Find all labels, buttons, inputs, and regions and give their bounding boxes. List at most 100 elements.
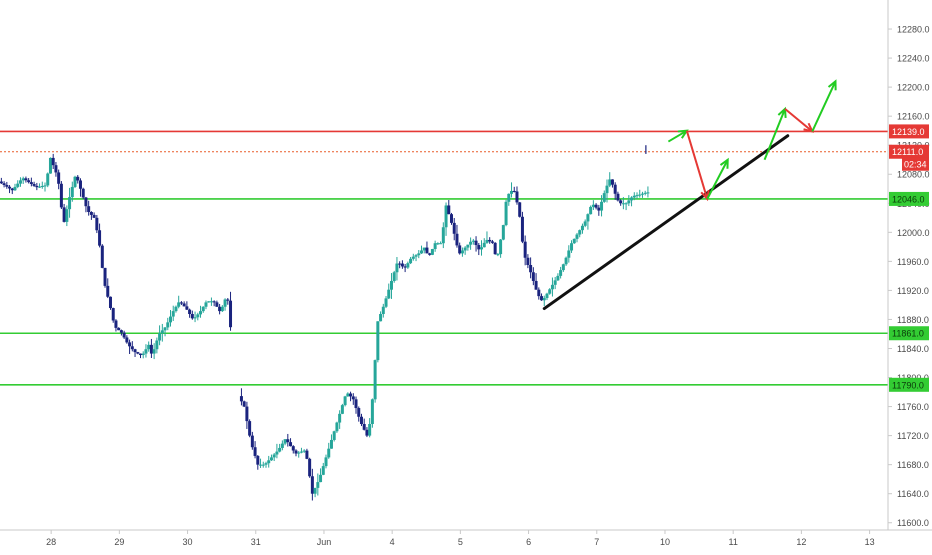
candle-body-204 — [564, 257, 568, 265]
candle-body-49 — [133, 349, 137, 353]
candle-body-138 — [384, 298, 388, 307]
candle-body-213 — [589, 206, 593, 215]
candle-body-42 — [114, 320, 118, 328]
projection-arrow-5 — [811, 79, 837, 132]
candle-body-72 — [196, 314, 200, 318]
candle-body-74 — [201, 306, 205, 312]
candle-body-21 — [57, 172, 61, 184]
time-tick-label-12: 13 — [865, 537, 875, 547]
candle-body-15 — [40, 186, 44, 188]
candle-body-149 — [414, 255, 418, 257]
candle-body-48 — [130, 346, 134, 350]
price-tick-label-2: 12200.0 — [897, 83, 930, 93]
candle-body-112 — [313, 487, 317, 494]
candle-body-229 — [632, 195, 636, 198]
time-tick-label-9: 10 — [660, 537, 670, 547]
time-tick-label-8: 7 — [594, 537, 599, 547]
candle-body-187 — [518, 202, 522, 217]
candle-body-142 — [395, 263, 399, 273]
level-label-1: 12111.0 — [892, 147, 923, 157]
candle-body-107 — [299, 451, 303, 453]
candle-body-139 — [387, 289, 391, 299]
candle-body-71 — [193, 317, 197, 319]
candle-body-199 — [550, 284, 554, 290]
price-tick-label-9: 11920.0 — [897, 286, 929, 296]
projection-arrow-shaft-4 — [784, 108, 813, 133]
time-tick-label-2: 30 — [183, 537, 193, 547]
candle-body-116 — [324, 457, 328, 467]
candle-body-23 — [62, 207, 66, 222]
time-tick-label-7: 6 — [526, 537, 531, 547]
candle-body-170 — [471, 240, 475, 242]
candle-body-20 — [54, 165, 58, 173]
candle-body-47 — [128, 342, 132, 347]
candle-body-70 — [190, 314, 194, 319]
candle-body-133 — [370, 399, 374, 424]
candle-body-191 — [529, 265, 533, 273]
candle-body-226 — [624, 203, 628, 205]
candle-body-58 — [158, 333, 162, 341]
time-tick-label-10: 11 — [729, 537, 738, 547]
candle-body-124 — [346, 393, 350, 397]
candle-body-123 — [343, 396, 347, 406]
price-tick-label-3: 12160.0 — [897, 112, 930, 122]
countdown-bg — [902, 157, 929, 171]
candle-body-114 — [319, 474, 323, 483]
time-tick-label-6: 5 — [458, 537, 463, 547]
candle-body-73 — [199, 311, 203, 315]
candle-body-59 — [160, 330, 164, 334]
candle-body-101 — [283, 439, 287, 444]
candle-body-30 — [81, 188, 85, 198]
candle-body-76 — [207, 301, 211, 303]
candle-body-137 — [381, 306, 385, 315]
candle-body-29 — [78, 180, 82, 189]
level-label-4: 11790.0 — [892, 380, 924, 390]
level-label-2: 12046.0 — [892, 194, 925, 204]
candle-body-205 — [567, 250, 571, 258]
candle-body-106 — [297, 452, 301, 454]
candle-body-218 — [602, 193, 606, 202]
candle-body-84 — [229, 300, 233, 328]
candle-body-221 — [610, 179, 614, 185]
candle-body-182 — [504, 201, 508, 226]
level-label-0: 12139.0 — [892, 127, 925, 137]
time-tick-label-4: Jun — [317, 537, 332, 547]
candle-body-46 — [125, 337, 129, 343]
candle-body-53 — [144, 349, 148, 354]
candle-body-228 — [630, 197, 634, 201]
candle-body-211 — [583, 221, 587, 226]
candle-body-1 — [2, 183, 6, 185]
time-tick-label-5: 4 — [390, 537, 395, 547]
candle-body-94 — [264, 463, 268, 465]
candle-body-155 — [430, 249, 434, 255]
candle-body-127 — [354, 399, 358, 409]
candle-body-222 — [613, 184, 617, 194]
candle-body-28 — [76, 176, 80, 181]
candle-body-141 — [392, 272, 396, 281]
candle-body-131 — [365, 429, 369, 436]
candle-body-126 — [351, 396, 355, 400]
candle-body-169 — [469, 241, 473, 245]
candle-body-18 — [48, 157, 52, 174]
candle-body-146 — [406, 263, 410, 268]
candle-body-80 — [218, 306, 222, 312]
candle-body-51 — [138, 353, 142, 356]
level-label-3: 11861.0 — [892, 329, 924, 339]
candle-body-157 — [436, 243, 440, 245]
candle-body-147 — [409, 258, 413, 264]
candle-body-188 — [520, 216, 524, 242]
candle-body-174 — [482, 242, 486, 248]
projection-arrow-1 — [685, 130, 710, 202]
candle-body-69 — [188, 309, 192, 315]
candle-body-232 — [640, 193, 644, 195]
candle-body-196 — [542, 298, 546, 301]
candle-body-75 — [204, 302, 208, 307]
candles — [0, 153, 650, 501]
candle-body-192 — [531, 272, 535, 281]
candle-body-173 — [480, 247, 484, 250]
candle-body-6 — [16, 183, 20, 187]
candle-body-181 — [501, 225, 505, 240]
countdown-label: 02:34 — [904, 160, 927, 170]
candle-body-31 — [84, 197, 88, 207]
